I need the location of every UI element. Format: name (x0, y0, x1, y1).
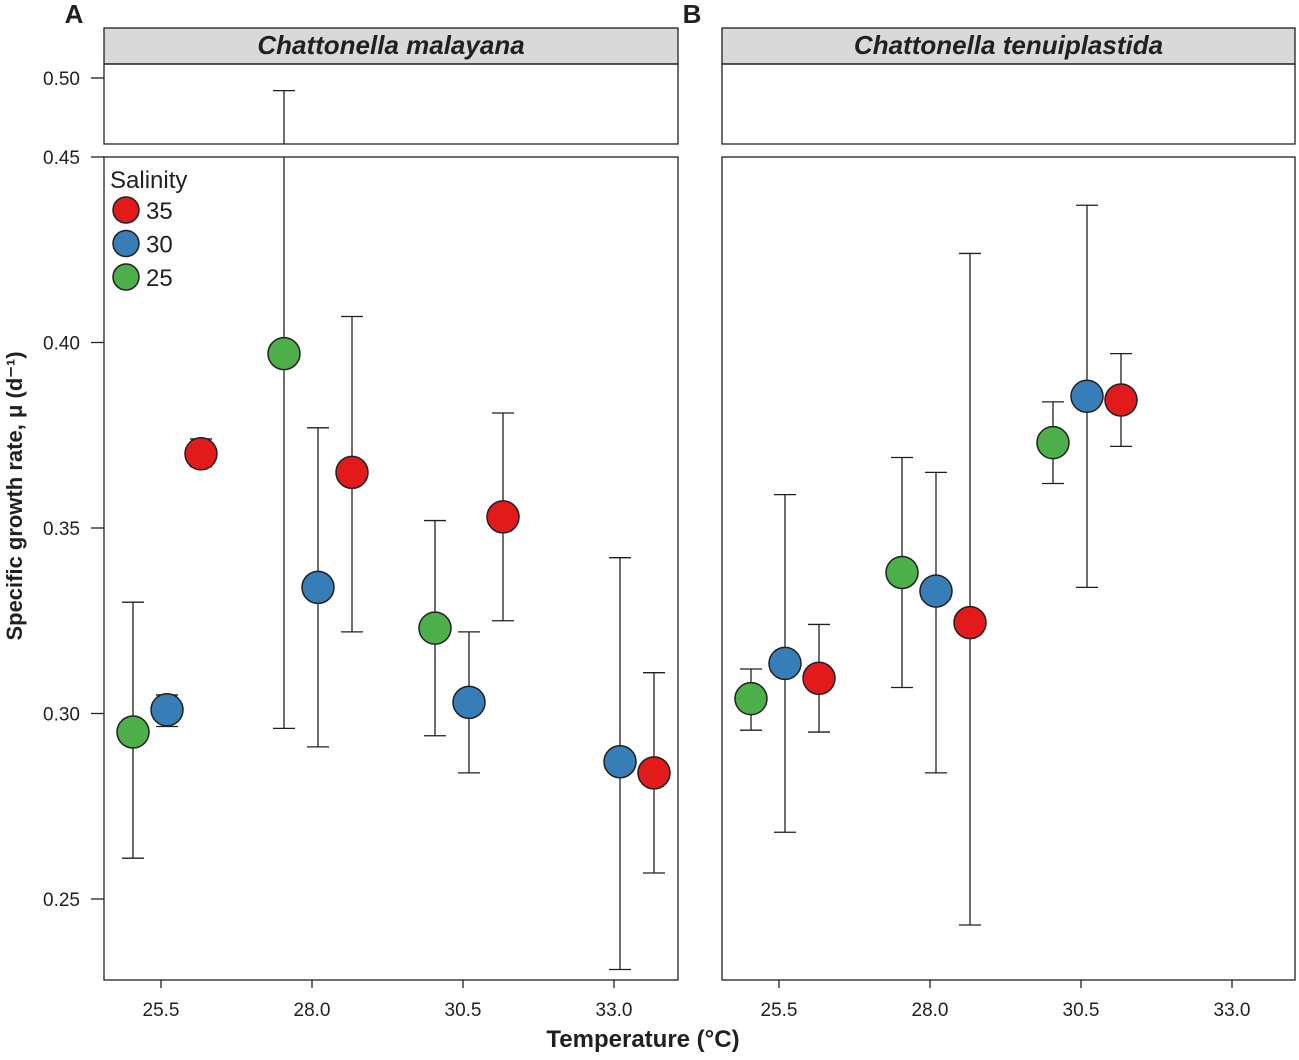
x-tick-label: 33.0 (1214, 1000, 1251, 1021)
data-point (768, 646, 802, 681)
y-tick-label: 0.45 (43, 148, 80, 169)
y-tick-label: 0.40 (43, 334, 80, 355)
y-tick-label: 0.50 (43, 69, 80, 90)
x-tick-label: 25.5 (761, 1000, 798, 1021)
legend-marker (112, 263, 140, 291)
data-point (267, 336, 301, 371)
y-tick-label: 0.35 (43, 519, 80, 540)
data-point (603, 744, 637, 779)
legend-label: 30 (146, 232, 173, 259)
data-point (1104, 383, 1138, 417)
data-point (150, 693, 184, 727)
data-point (1036, 425, 1070, 460)
x-axis-label: Temperature (°C) (546, 1026, 739, 1053)
data-point (919, 574, 953, 608)
x-tick-label: 28.0 (294, 1000, 331, 1021)
panel-letter: B (683, 0, 702, 29)
data-point (734, 681, 768, 716)
data-point (452, 685, 486, 720)
legend-label: 35 (146, 198, 173, 225)
data-point (953, 605, 987, 640)
upper-panel-box (103, 63, 679, 145)
x-tick-label: 30.5 (445, 1000, 482, 1021)
panel-letter: A (65, 0, 84, 29)
data-point (116, 715, 150, 749)
panel-title: Chattonella tenuiplastida (854, 30, 1163, 60)
data-point (486, 500, 520, 534)
data-point (335, 455, 369, 490)
x-tick-label: 25.5 (143, 1000, 180, 1021)
y-tick-label: 0.25 (43, 890, 80, 911)
data-point (885, 555, 919, 590)
data-point (637, 756, 671, 790)
upper-panel-box (721, 63, 1296, 145)
lower-panel-box (721, 156, 1296, 981)
x-tick-label: 33.0 (596, 1000, 633, 1021)
y-tick-label: 0.30 (43, 705, 80, 726)
legend-marker (112, 229, 140, 258)
legend-label: 25 (146, 265, 173, 292)
x-tick-label: 28.0 (912, 1000, 949, 1021)
data-point (301, 570, 335, 605)
data-point (1070, 379, 1104, 414)
data-point (802, 661, 836, 696)
lower-panel-box (103, 156, 679, 981)
data-point (184, 437, 218, 471)
data-point (418, 611, 452, 645)
panel-title: Chattonella malayana (257, 30, 524, 60)
legend-title: Salinity (110, 167, 187, 194)
panel-strip (721, 27, 1296, 65)
y-axis-label: Specific growth rate, μ (d⁻¹) (2, 351, 27, 640)
panel-strip (103, 27, 679, 65)
x-tick-label: 30.5 (1063, 1000, 1100, 1021)
legend-marker (112, 196, 140, 224)
